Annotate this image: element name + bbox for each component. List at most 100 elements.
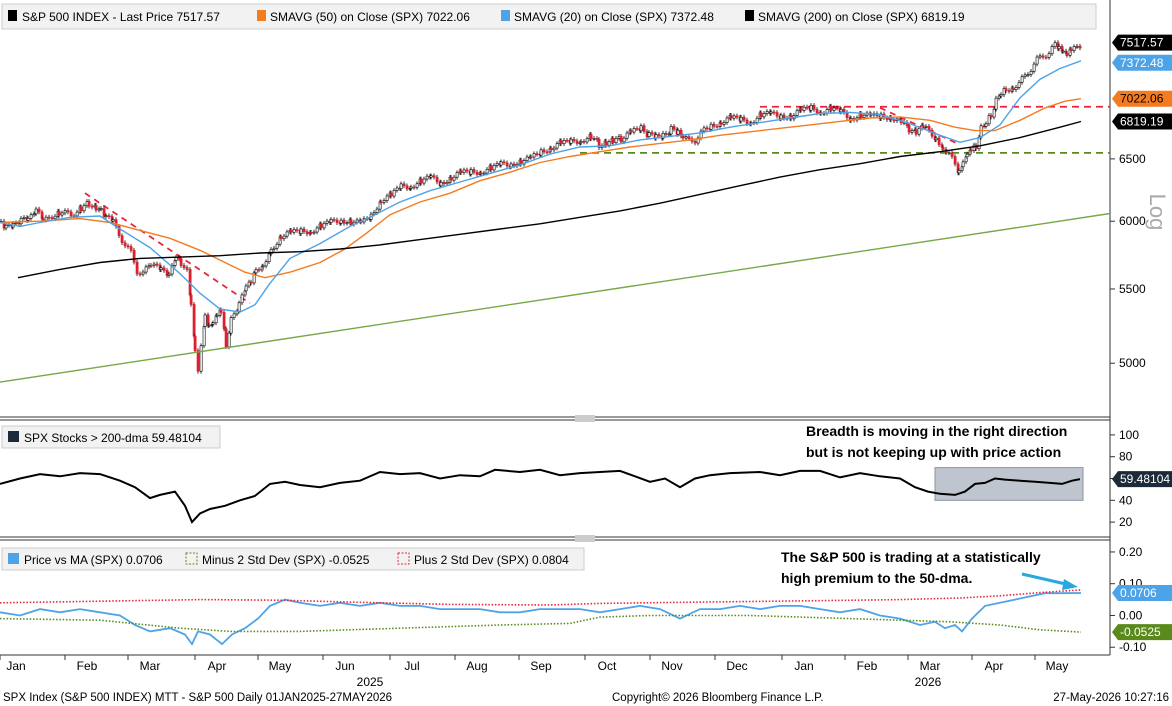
candle-body: [535, 153, 539, 156]
candle-body: [452, 176, 456, 181]
x-tick-label: Nov: [661, 659, 682, 673]
downtrend-line-3: [879, 107, 961, 146]
candle-body: [729, 114, 733, 119]
value-tag-label: 0.0706: [1120, 586, 1157, 600]
candle-body: [661, 132, 665, 139]
legend-smavg20: SMAVG (20) on Close (SPX) 7372.48: [514, 10, 714, 24]
candle-body: [559, 140, 563, 145]
candle-body: [772, 111, 776, 114]
footer-right: 27-May-2026 10:27:16: [1053, 692, 1169, 704]
candle-body: [432, 175, 436, 178]
candle-body: [372, 212, 376, 215]
candle-body: [979, 125, 983, 138]
breadth-legend: SPX Stocks > 200-dma 59.48104: [1, 425, 221, 449]
candle-body: [950, 152, 954, 157]
candle-body: [525, 156, 529, 161]
candle-body: [829, 105, 833, 111]
candle-body: [299, 228, 303, 234]
candle-body: [592, 138, 596, 140]
y-tick-label: 6500: [1119, 152, 1146, 166]
candle-body: [712, 123, 716, 127]
x-tick-label: Jan: [6, 659, 25, 673]
value-tag: 7372.48: [1112, 54, 1172, 71]
candle-body: [489, 165, 493, 171]
candle-body: [552, 147, 556, 151]
candle-body: [289, 230, 293, 233]
candle-body: [465, 169, 469, 172]
y-tick-label: 6000: [1119, 214, 1146, 228]
candle-body: [199, 345, 203, 372]
candle-body: [22, 217, 26, 219]
legend-smavg200: SMAVG (200) on Close (SPX) 6819.19: [758, 10, 965, 24]
candle-body: [684, 136, 688, 139]
candle-body: [1029, 70, 1033, 75]
candle-body: [862, 114, 866, 118]
candle-body: [987, 115, 991, 125]
candle-body: [579, 141, 583, 144]
candle-body: [676, 129, 680, 135]
candle-body: [249, 281, 253, 284]
candle-body: [907, 125, 911, 133]
x-year-label: 2025: [357, 675, 384, 689]
candle-body: [261, 265, 265, 268]
y-tick-label: 20: [1119, 515, 1133, 529]
sma200-line: [17, 120, 1082, 279]
price_vs_ma-line: [0, 592, 1082, 646]
candle-body: [839, 108, 843, 113]
candle-body: [117, 226, 121, 236]
candle-body: [439, 181, 443, 187]
candle-body: [917, 128, 921, 135]
candle-body: [941, 147, 945, 150]
candle-body: [650, 132, 654, 135]
candle-body: [961, 161, 965, 168]
candle-body: [162, 267, 166, 271]
candle-body: [247, 281, 251, 287]
candle-body: [207, 324, 211, 327]
candle-body: [254, 269, 258, 274]
candle-body: [66, 210, 70, 213]
candle-body: [325, 220, 329, 224]
candle-body: [1072, 46, 1076, 51]
candle-body: [165, 270, 169, 276]
candle-body: [339, 219, 343, 224]
candle-body: [1026, 74, 1030, 76]
candle-body: [977, 136, 981, 150]
candle-body: [569, 138, 573, 144]
candle-body: [47, 216, 51, 219]
x-year-label: 2026: [915, 675, 942, 689]
x-tick-label: May: [269, 659, 292, 673]
candle-body: [240, 294, 244, 304]
y-tick-label: 100: [1119, 428, 1139, 442]
plus2sd-line: [0, 589, 1082, 606]
candle-body: [237, 302, 241, 312]
candle-body: [1057, 46, 1061, 50]
candle-body: [60, 212, 64, 216]
candle-body: [412, 186, 416, 189]
candle-body: [539, 149, 543, 156]
value-tag: 59.48104: [1112, 471, 1172, 488]
premium-panel: 0.200.100.00-0.100.0706-0.0525: [0, 545, 1172, 654]
candle-body: [472, 169, 476, 173]
candle-body: [892, 119, 896, 122]
candle-body: [657, 134, 661, 137]
price-candles: [0, 40, 1082, 374]
candle-body: [984, 123, 988, 127]
candle-body: [625, 132, 629, 139]
candle-body: [1044, 56, 1048, 59]
candle-body: [149, 265, 153, 267]
candle-body: [123, 242, 127, 247]
candle-body: [1014, 87, 1018, 91]
candle-body: [1011, 87, 1015, 91]
candle-body: [812, 104, 816, 110]
candle-body: [315, 227, 319, 233]
candle-body: [455, 172, 459, 178]
candle-body: [402, 183, 406, 187]
candle-body: [192, 304, 196, 337]
y-tick-label: 0.20: [1119, 545, 1143, 559]
candle-body: [232, 313, 236, 318]
candle-body: [679, 129, 683, 137]
candle-body: [795, 110, 799, 116]
candle-body: [607, 141, 611, 146]
candle-body: [1007, 90, 1011, 92]
candle-body: [745, 119, 749, 124]
